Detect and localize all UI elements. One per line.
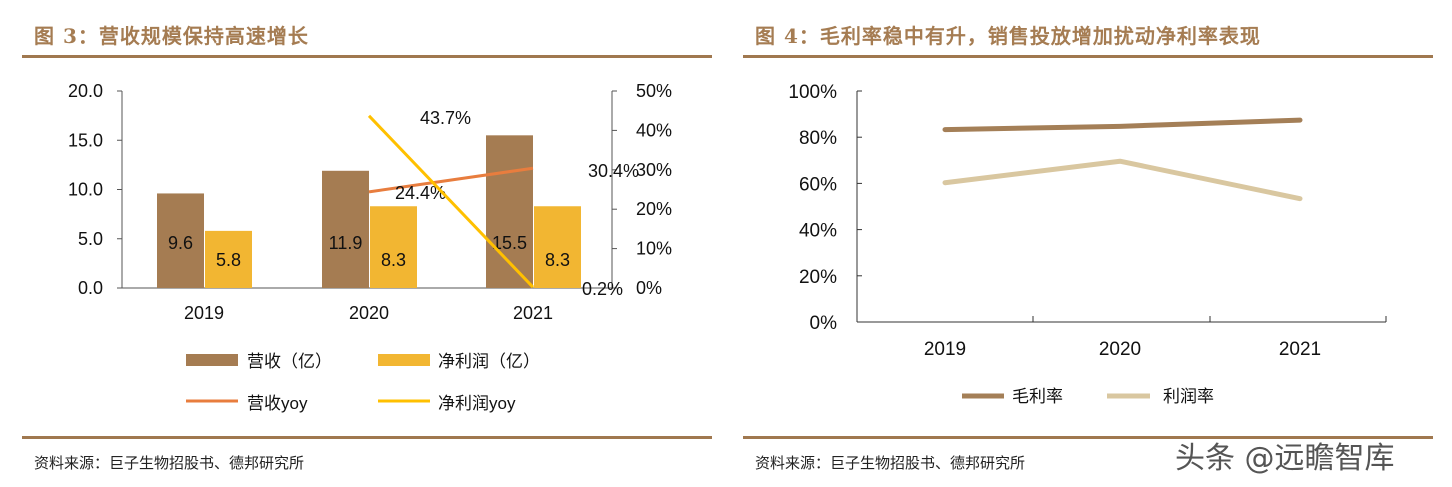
- legend-net-profit-yoy-label: 净利润yoy: [438, 394, 516, 413]
- line-label: 0.2%: [582, 279, 623, 299]
- x-tick-label: 2019: [924, 339, 966, 360]
- legend-net-profit-swatch: [378, 354, 430, 366]
- bar-label: 8.3: [545, 250, 570, 270]
- legend-revenue-label: 营收（亿）: [247, 352, 332, 371]
- legend-revenue-yoy-label: 营收yoy: [247, 394, 308, 413]
- bar-label: 11.9: [329, 233, 363, 253]
- revenue-yoy-line: [368, 166, 534, 194]
- left-source-rule: [22, 436, 712, 439]
- x-tick-label: 2021: [513, 303, 553, 323]
- left-title-rule: [22, 55, 712, 58]
- net-profit-yoy-line: [367, 114, 535, 289]
- revenue-bar: [486, 135, 533, 288]
- net-profit-bar: [534, 206, 581, 288]
- revenue-bar: [157, 193, 204, 288]
- left-tick-label: 20.0: [68, 81, 103, 101]
- right-tick-label: 0%: [636, 278, 662, 298]
- bar-label: 5.8: [216, 250, 241, 270]
- right-source: 资料来源：巨子生物招股书、德邦研究所: [755, 454, 1026, 472]
- line-label: 24.4%: [395, 183, 446, 203]
- right-tick-label: 30%: [636, 160, 672, 180]
- gross-margin-line: [942, 117, 1303, 133]
- left-tick-label: 5.0: [78, 229, 103, 249]
- bar-label: 9.6: [168, 233, 193, 253]
- right-source-rule: [743, 436, 1433, 439]
- right-tick-label: 50%: [636, 81, 672, 101]
- right-tick-label: 40%: [636, 120, 672, 140]
- net-margin-line: [942, 158, 1303, 202]
- legend-net-profit-label: 净利润（亿）: [438, 352, 540, 371]
- left-tick-label: 0.0: [78, 278, 103, 298]
- x-tick-label: 2021: [1279, 339, 1321, 360]
- left-tick-label: 10.0: [68, 180, 103, 200]
- right-chart-title: 图 4：毛利率稳中有升，销售投放增加扰动净利率表现: [755, 24, 1261, 48]
- line-label: 30.4%: [588, 161, 639, 181]
- legend-revenue-swatch: [186, 354, 238, 366]
- y-tick-label: 80%: [799, 128, 837, 149]
- revenue-bar: [322, 170, 369, 288]
- net-profit-bar: [205, 230, 252, 288]
- y-tick-label: 40%: [799, 221, 837, 242]
- legend-gross-margin-label: 毛利率: [1012, 387, 1063, 406]
- y-tick-label: 100%: [788, 82, 837, 103]
- x-tick-label: 2019: [184, 303, 224, 323]
- left-tick-label: 15.0: [68, 130, 103, 150]
- y-tick-label: 60%: [799, 174, 837, 195]
- left-source: 资料来源：巨子生物招股书、德邦研究所: [34, 454, 305, 472]
- bar-label: 15.5: [492, 233, 527, 253]
- watermark: 头条 @远瞻智库: [1175, 441, 1395, 476]
- net-profit-bar: [370, 206, 417, 288]
- y-tick-label: 0%: [810, 313, 838, 334]
- right-title-rule: [743, 55, 1433, 58]
- bar-label: 8.3: [381, 250, 406, 270]
- right-tick-label: 10%: [636, 239, 672, 259]
- x-tick-label: 2020: [1099, 339, 1141, 360]
- x-tick-label: 2020: [349, 303, 389, 323]
- y-tick-label: 20%: [799, 267, 837, 288]
- left-chart-title: 图 3：营收规模保持高速增长: [34, 24, 309, 48]
- right-tick-label: 20%: [636, 199, 672, 219]
- legend-net-margin-label: 利润率: [1163, 387, 1214, 406]
- line-label: 43.7%: [420, 108, 471, 128]
